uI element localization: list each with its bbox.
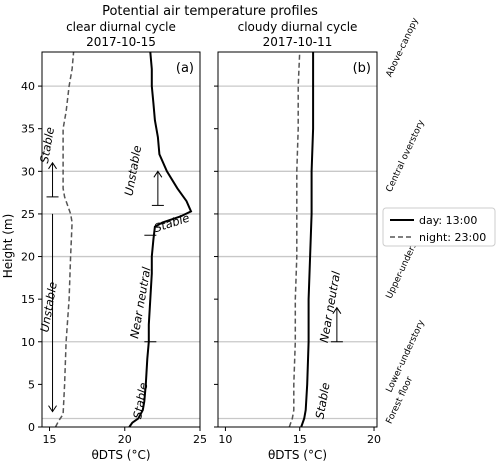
panel-letter: (a) <box>176 61 194 76</box>
stability-annotation: Stable <box>37 126 57 164</box>
panel-title: clear diurnal cycle <box>66 20 176 34</box>
x-tick-label: 20 <box>118 433 132 446</box>
x-tick-label: 15 <box>293 433 307 446</box>
y-tick-label: 40 <box>21 80 35 93</box>
stability-annotation: Stable <box>130 382 150 420</box>
series-day-line <box>128 51 193 428</box>
y-tick-label: 35 <box>21 123 35 136</box>
arrow-head <box>332 306 342 314</box>
stability-annotation: Unstable <box>37 281 60 333</box>
y-tick-label: 30 <box>21 165 35 178</box>
arrow-head <box>153 170 163 178</box>
axes-frame <box>41 51 201 428</box>
x-axis-label: θDTS (°C) <box>91 448 150 462</box>
y-tick-label: 5 <box>28 378 35 391</box>
series-day-line <box>300 52 315 428</box>
y-tick-label: 0 <box>28 421 35 434</box>
figure-title: Potential air temperature profiles <box>102 4 318 19</box>
panel-letter: (b) <box>353 61 371 76</box>
x-axis-label: θDTS (°C) <box>268 448 327 462</box>
y-tick-label: 25 <box>21 208 35 221</box>
stability-annotation: Near neutral <box>317 269 343 343</box>
legend-day-label: day: 13:00 <box>419 214 477 227</box>
x-tick-label: 10 <box>218 433 232 446</box>
y-tick-label: 20 <box>21 251 35 264</box>
zone-label: Central overstory <box>385 118 428 194</box>
stability-annotation: Unstable <box>122 144 145 196</box>
axes-frame <box>217 51 378 428</box>
arrow-head <box>48 405 57 413</box>
y-tick-label: 15 <box>21 293 35 306</box>
stability-annotation: Stable <box>313 382 333 420</box>
panel-date: 2017-10-11 <box>263 35 333 49</box>
x-tick-label: 20 <box>367 433 381 446</box>
legend-night-label: night: 23:00 <box>419 231 486 244</box>
y-tick-label: 10 <box>21 336 35 349</box>
panel-title: cloudy diurnal cycle <box>238 20 358 34</box>
arrow-head <box>48 161 57 170</box>
x-tick-label: 25 <box>193 433 207 446</box>
legend: day: 13:00 night: 23:00 <box>382 207 496 247</box>
zone-label: Above-canopy <box>385 16 421 79</box>
y-axis-label: Height (m) <box>1 214 15 279</box>
panel-date: 2017-10-15 <box>86 35 156 49</box>
x-tick-label: 15 <box>43 433 57 446</box>
series-night-line <box>54 51 75 428</box>
series-night-line <box>288 51 301 428</box>
